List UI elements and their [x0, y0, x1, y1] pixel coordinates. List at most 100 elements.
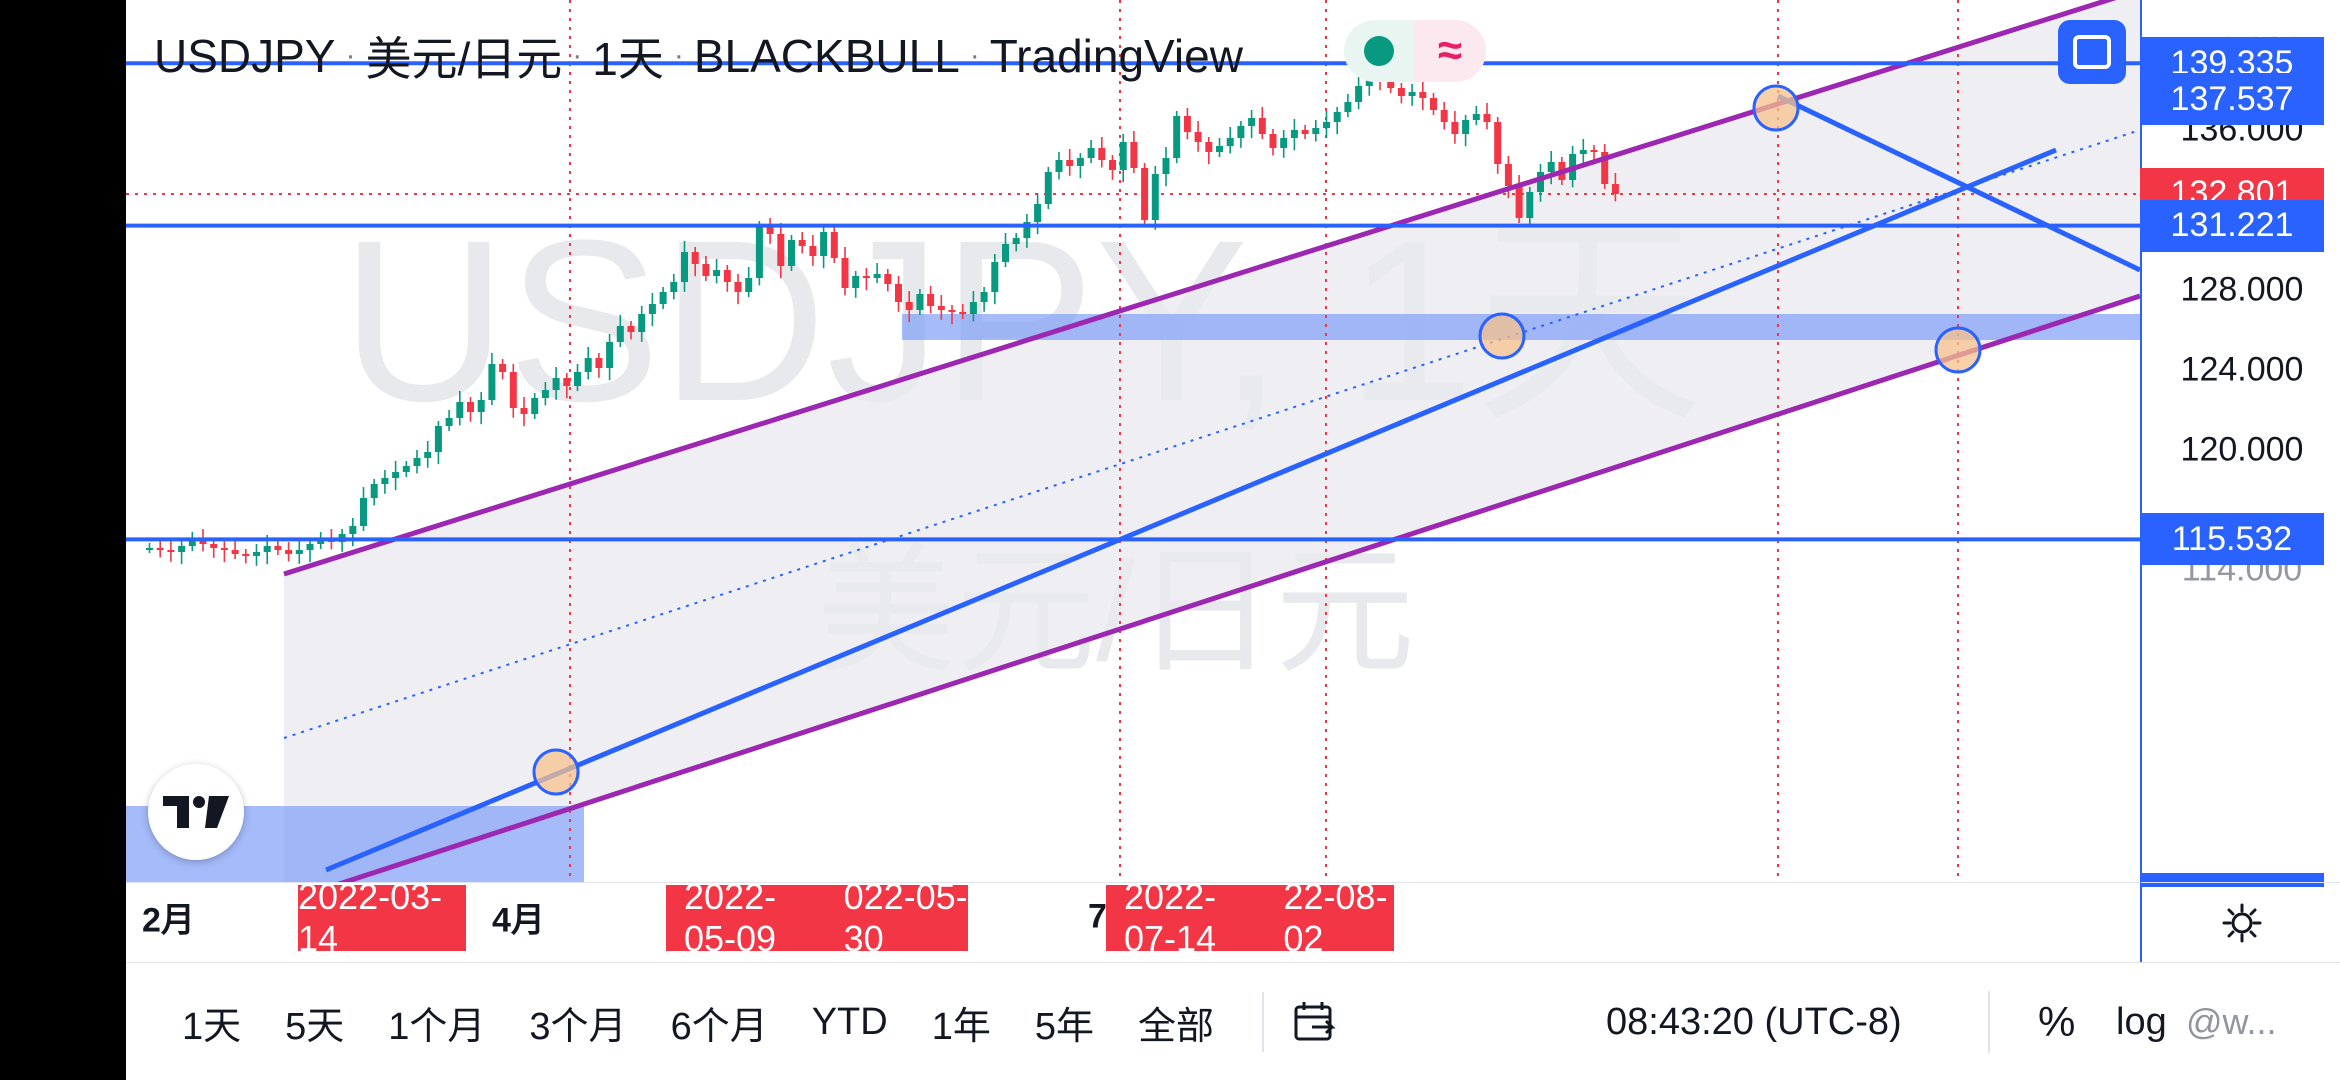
candle-down — [884, 274, 892, 284]
candle-down — [274, 546, 282, 550]
tradingview-logo[interactable] — [148, 764, 244, 860]
price-tag: 137.537 — [2140, 73, 2324, 126]
candle-up — [413, 458, 421, 466]
candle-down — [220, 548, 228, 550]
candle-up — [253, 552, 260, 556]
pivot-marker — [1934, 326, 1982, 374]
tradingview-logo-icon — [163, 796, 229, 828]
range-1d[interactable]: 1天 — [182, 1005, 242, 1048]
candle-down — [199, 540, 207, 544]
candle-down — [167, 550, 175, 552]
range-5d[interactable]: 5天 — [285, 1005, 345, 1048]
goto-date-button[interactable] — [1290, 997, 1340, 1047]
candle-up — [713, 270, 721, 276]
date-tag-0714: 2022-07-14 22-08-02 — [1106, 876, 1394, 959]
price-tick-label: 124.000 — [2180, 350, 2304, 389]
candle-up — [456, 402, 464, 418]
symbol-name: 美元/日元 — [365, 33, 563, 85]
candle-down — [1515, 186, 1523, 218]
candle-down — [723, 270, 731, 282]
symbol-header[interactable]: USDJPY · 美元/日元 · 1天 · BLACKBULL · Tradin… — [154, 26, 1243, 86]
candle-up — [360, 498, 367, 526]
candle-down — [1109, 160, 1116, 170]
channel-fill — [284, 0, 2140, 882]
range-6m[interactable]: 6个月 — [670, 1005, 768, 1048]
fullscreen-icon — [2073, 35, 2111, 69]
candle-down — [499, 364, 507, 372]
candle-down — [1205, 142, 1213, 152]
range-1y[interactable]: 1年 — [931, 1005, 991, 1048]
candle-down — [777, 234, 785, 266]
candle-up — [659, 292, 667, 304]
candle-up — [1355, 86, 1363, 102]
candle-up — [1002, 244, 1009, 262]
separator-dot: · — [572, 39, 583, 72]
market-open-indicator — [1344, 20, 1414, 82]
candle-down — [156, 548, 164, 550]
range-5y[interactable]: 5年 — [1034, 1005, 1094, 1048]
price-axis[interactable]: 136.000128.000124.000120.000140.000116.0… — [2140, 0, 2340, 882]
candle-down — [862, 276, 870, 278]
candle-up — [820, 232, 828, 256]
candle-down — [1419, 92, 1427, 98]
candle-down — [1066, 160, 1074, 166]
candle-up — [755, 226, 763, 278]
candle-down — [702, 264, 710, 276]
chart-canvas[interactable]: USDJPY, 1天美元/日元 — [126, 0, 2340, 1080]
candle-down — [809, 246, 817, 256]
clock-readout[interactable]: 08:43:20 (UTC-8) — [1606, 1000, 1902, 1043]
candle-down — [627, 326, 635, 332]
candle-up — [1280, 138, 1288, 148]
candle-up — [1312, 128, 1320, 134]
candle-up — [1151, 174, 1159, 220]
candle-down — [948, 310, 956, 312]
date-tag-0509: 2022-05-09 022-05-30 — [666, 876, 968, 959]
candle-down — [1130, 142, 1138, 168]
candle-down — [509, 372, 517, 408]
log-toggle[interactable]: log — [2116, 1000, 2167, 1043]
candle-up — [1526, 192, 1534, 218]
date-tag-0314: 2022-03-14 — [298, 876, 466, 959]
fullscreen-button[interactable] — [2058, 20, 2126, 84]
candle-up — [1023, 222, 1031, 238]
chart-settings-button[interactable] — [2140, 882, 2340, 963]
percent-toggle[interactable]: % — [2038, 998, 2076, 1045]
date-tag-0802-label: 22-08-02 — [1283, 876, 1388, 959]
candle-up — [616, 326, 624, 342]
time-axis[interactable]: 2月 3 4月 7 2022-03-14 2022-05-09 022-05-3… — [126, 876, 2140, 963]
candle-up — [788, 240, 795, 266]
candle-down — [1451, 122, 1459, 134]
candle-up — [445, 418, 453, 426]
pivot-marker — [532, 748, 580, 796]
up-trendline — [325, 147, 2057, 873]
candle-down — [285, 550, 293, 554]
market-status-pill[interactable]: ≈ — [1344, 20, 1486, 82]
range-all[interactable]: 全部 — [1137, 1005, 1214, 1048]
broker-label: BLACKBULL — [693, 30, 960, 82]
candle-up — [477, 400, 485, 412]
candle-up — [873, 274, 881, 278]
candle-down — [830, 232, 838, 258]
candle-up — [648, 304, 656, 314]
candle-down — [905, 302, 913, 310]
range-3m[interactable]: 3个月 — [529, 1005, 627, 1048]
candle-down — [1494, 122, 1502, 164]
candle-up — [638, 314, 646, 332]
candle-up — [980, 292, 988, 302]
interval-label: 1天 — [592, 33, 664, 85]
range-ytd[interactable]: YTD — [811, 1000, 888, 1043]
platform-label: TradingView — [989, 30, 1243, 82]
candle-down — [1397, 88, 1405, 96]
candle-down — [520, 408, 528, 414]
candle-down — [1183, 116, 1191, 132]
candle-down — [1590, 150, 1598, 152]
candle-up — [434, 426, 442, 452]
candle-down — [937, 306, 945, 310]
candle-up — [349, 526, 357, 534]
candle-down — [1098, 148, 1106, 160]
candle-down — [798, 240, 806, 246]
candle-up — [146, 548, 153, 550]
range-1m[interactable]: 1个月 — [388, 1005, 486, 1048]
candle-down — [242, 554, 250, 556]
candle-down — [1430, 98, 1437, 110]
